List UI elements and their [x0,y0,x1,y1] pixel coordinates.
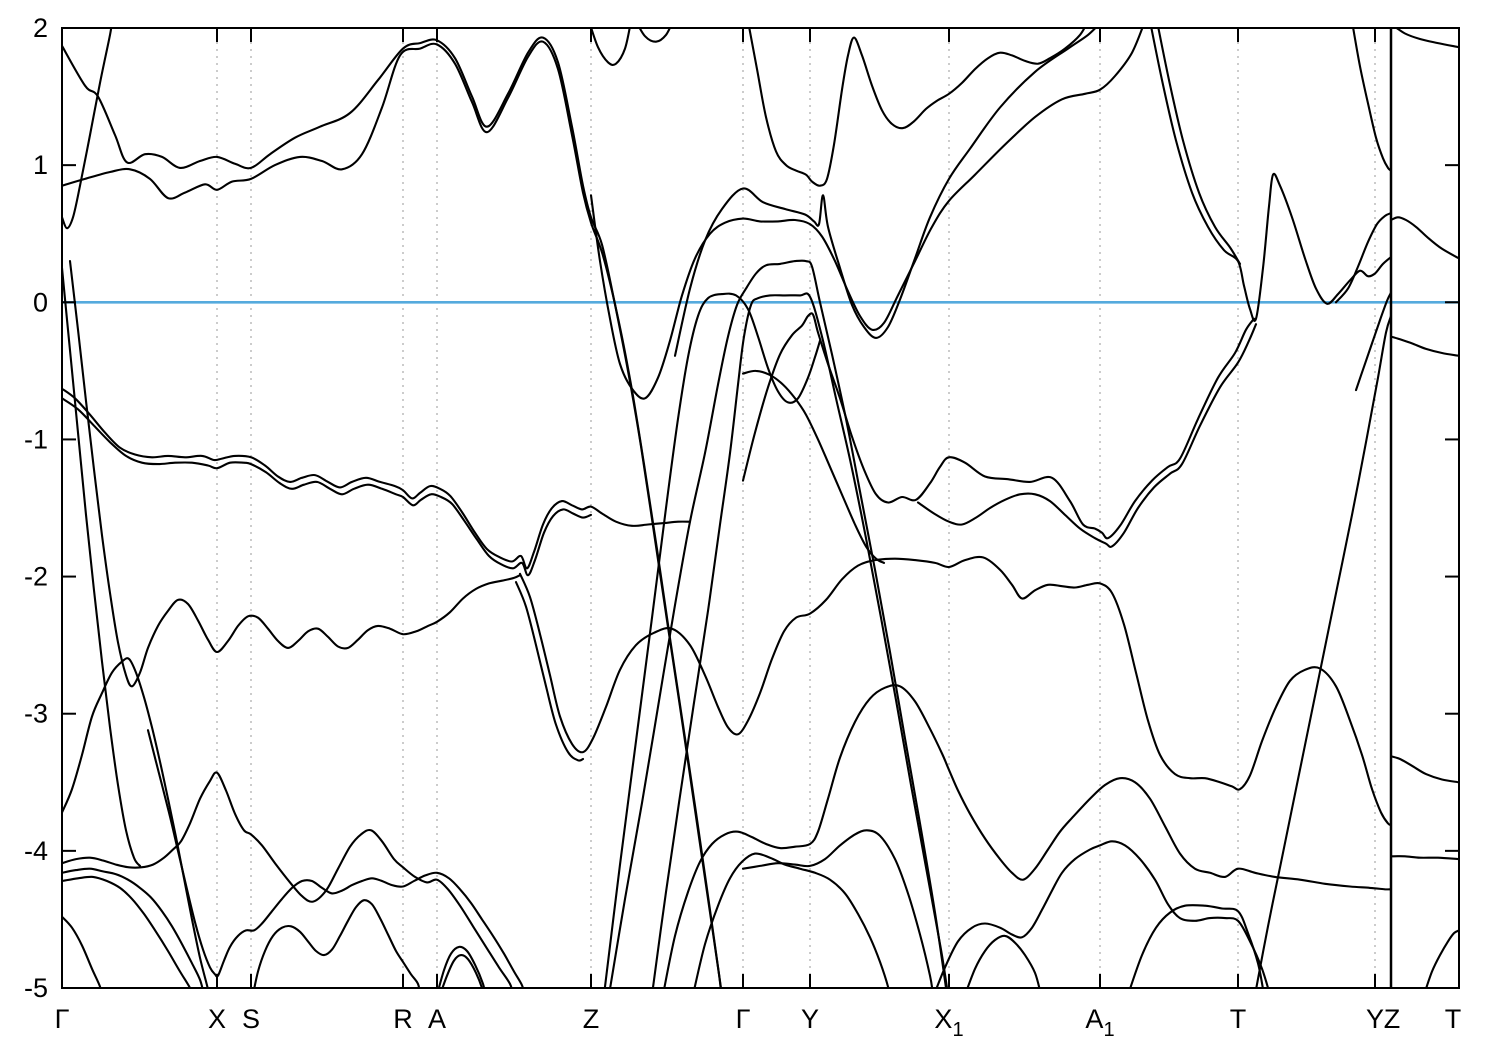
band-curve [1150,28,1391,322]
band-curve [253,899,421,988]
y-axis-label-1: 1 [33,150,48,180]
band-curve [62,875,192,988]
band-curve [590,28,631,66]
k-point-label-Γ: Γ [55,1004,70,1034]
band-curve [693,852,890,988]
band-curve [514,581,585,762]
band-curve [62,915,102,988]
band-curve [638,28,672,43]
band-curve [62,867,204,988]
k-point-label-X: X [208,1004,226,1034]
y-axis-label--1: -1 [24,424,48,454]
band-curve [748,28,1086,187]
k-point-label-Z: Z [583,1004,600,1034]
band-curve [603,292,822,988]
band-curve [62,771,513,988]
band-curve [741,312,1256,540]
k-point-label-Γ: Γ [736,1004,751,1034]
band-curve [1334,212,1391,304]
y-axis-label--4: -4 [24,836,48,866]
band-curve [651,292,949,988]
band-curve [62,40,723,988]
band-curve [1391,216,1459,260]
plot-border [61,27,1460,989]
band-curve [663,684,1391,988]
band-curve [673,28,1097,357]
band-curve [1157,28,1242,265]
k-point-label-T: T [1230,1004,1247,1034]
y-axis-label-2: 2 [33,13,48,43]
y-axis-label--3: -3 [24,699,48,729]
band-curve [518,555,1391,826]
band-curve [62,28,113,230]
band-curve [589,28,1144,400]
band-curve [1354,291,1391,392]
k-point-label-R: R [393,1004,413,1034]
band-curve [1255,314,1391,988]
band-curve [609,259,948,988]
band-curve [62,397,593,577]
band-curve [935,840,1270,988]
k-point-label-S: S [242,1004,260,1034]
band-curve [62,657,209,988]
y-axis-label-0: 0 [33,287,48,317]
k-point-label-Y: Y [1366,1004,1384,1034]
bands-right-panel [1391,28,1459,988]
band-curve [1391,855,1459,861]
band-curve [437,945,486,988]
band-curve [68,260,522,688]
band-curve [62,266,142,867]
band-curve [1129,904,1264,988]
y-axis-label--5: -5 [24,973,48,1003]
band-curve [966,934,1041,988]
band-curve [741,369,886,564]
k-point-label-T: T [1445,1004,1462,1034]
bands-main-panel [62,28,1391,988]
band-curve [146,729,525,988]
k-point-label-Y: Y [801,1004,819,1034]
k-point-label-Z: Z [1384,1004,1401,1034]
band-curve [62,387,692,570]
band-curve [741,829,934,988]
k-point-label-X1: X1 [934,1004,963,1041]
band-curve [1391,755,1459,784]
band-curve [1394,28,1459,49]
band-curve [916,323,1258,548]
band-curve [1425,929,1459,988]
k-point-label-A: A [428,1004,446,1034]
band-curve [1391,335,1459,357]
y-axis-label--2: -2 [24,562,48,592]
band-curve [441,954,484,988]
k-point-label-A1: A1 [1085,1004,1114,1041]
band-curve [1352,28,1391,172]
